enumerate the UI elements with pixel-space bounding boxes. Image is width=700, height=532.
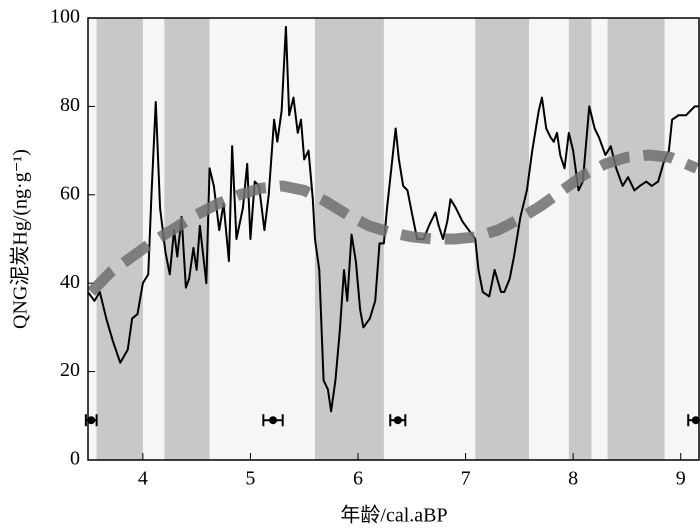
- shaded-interval: [475, 18, 530, 460]
- shaded-interval: [164, 18, 210, 460]
- y-tick-label: 100: [50, 6, 80, 28]
- date-point: [393, 416, 402, 425]
- y-axis-label: QNG泥炭Hg/(ng·g⁻¹): [9, 149, 32, 329]
- x-axis-label: 年龄/cal.aBP: [340, 504, 447, 527]
- plot-frame: [87, 17, 700, 461]
- x-tick-label: 7: [461, 468, 471, 490]
- x-tick-label: 6: [353, 468, 363, 490]
- x-tick-label: 9: [676, 468, 686, 490]
- x-tick-label: 4: [138, 468, 148, 490]
- shaded-interval: [314, 18, 384, 460]
- shaded-interval: [96, 18, 143, 460]
- date-point: [269, 416, 278, 425]
- shaded-interval: [568, 18, 592, 460]
- shaded-interval: [607, 18, 665, 460]
- date-point: [87, 416, 96, 425]
- y-tick-label: 40: [60, 271, 80, 293]
- y-tick-label: 60: [60, 182, 80, 204]
- x-tick-label: 8: [568, 468, 578, 490]
- x-tick-label: 5: [245, 468, 255, 490]
- date-point: [691, 416, 700, 425]
- y-tick-label: 0: [70, 448, 80, 470]
- y-tick-label: 20: [60, 359, 80, 381]
- y-tick-label: 80: [60, 94, 80, 116]
